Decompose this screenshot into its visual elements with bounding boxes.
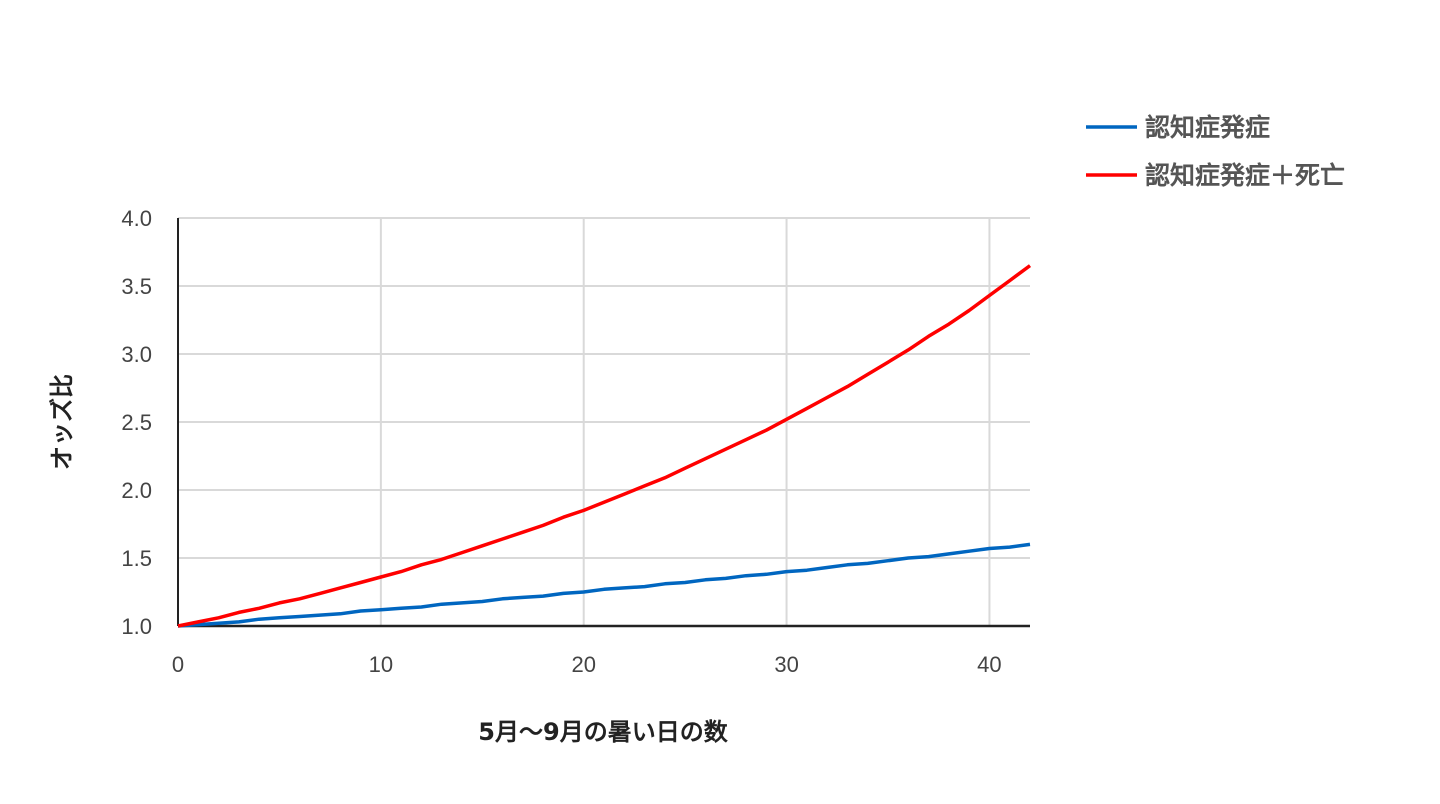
series-line-0 [177, 542, 1031, 628]
y-axis-title: オッズ比 [48, 374, 76, 470]
y-tick-label: 4.0 [121, 206, 152, 231]
series-line-1 [177, 264, 1032, 628]
series-lines [177, 264, 1032, 628]
y-tick-label: 1.5 [121, 546, 152, 571]
x-axis-title: 5月〜9月の暑い日の数 [478, 718, 728, 746]
gridlines [178, 217, 1030, 626]
legend-label-dementia: 認知症発症 [1145, 113, 1270, 142]
y-tick-label: 2.0 [121, 478, 152, 503]
x-tick-label: 0 [172, 652, 184, 677]
y-tick-label: 2.5 [121, 410, 152, 435]
x-tick-labels: 0 10 20 30 40 [172, 652, 1002, 677]
x-tick-label: 20 [571, 652, 595, 677]
x-tick-label: 30 [774, 652, 798, 677]
legend-label-dementia-death: 認知症発症＋死亡 [1145, 161, 1345, 190]
x-tick-label: 10 [369, 652, 393, 677]
y-tick-label: 3.5 [121, 274, 152, 299]
y-tick-label: 3.0 [121, 342, 152, 367]
axes [177, 218, 1030, 628]
x-tick-label: 40 [977, 652, 1001, 677]
legend: 認知症発症 認知症発症＋死亡 [1086, 113, 1345, 190]
y-tick-labels: 1.0 1.5 2.0 2.5 3.0 3.5 4.0 [121, 206, 152, 639]
y-tick-label: 1.0 [121, 614, 152, 639]
